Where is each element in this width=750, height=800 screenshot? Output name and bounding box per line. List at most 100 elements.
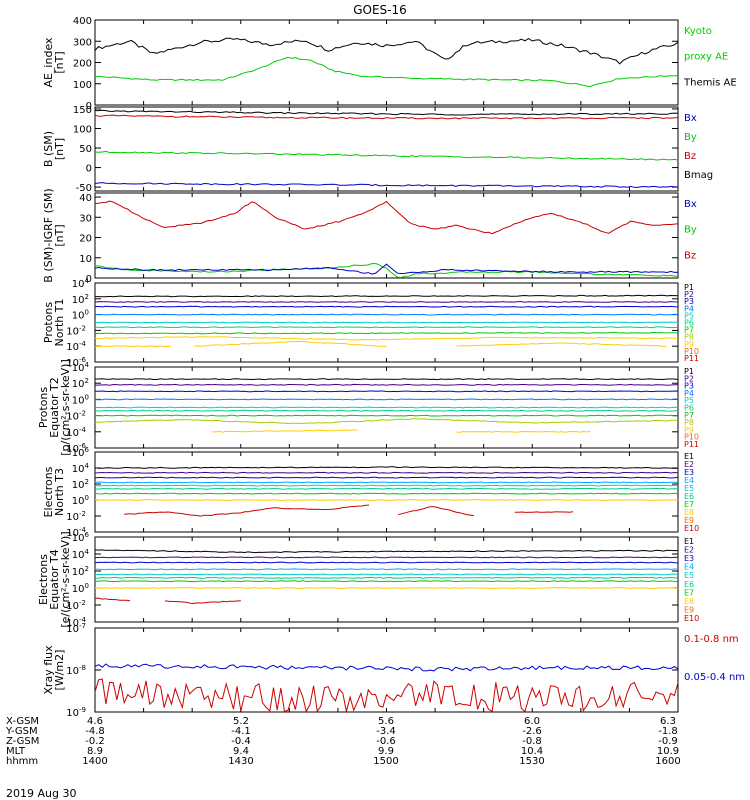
y-tick-label: 10-4 — [66, 340, 86, 353]
orbit-value: 5.2 — [233, 716, 249, 727]
orbit-row-label: Z-GSM — [6, 736, 39, 747]
series-line — [94, 576, 679, 579]
legend-entry: 0.1-0.8 nm — [684, 634, 739, 645]
orbit-value: -0.9 — [658, 736, 678, 747]
orbit-value: 10.4 — [521, 746, 543, 757]
y-tick-label: 106 — [72, 531, 90, 544]
y-tick-label: 10-7 — [66, 622, 86, 635]
series-line — [95, 481, 679, 484]
orbit-row-label: Y-GSM — [5, 726, 38, 737]
y-tick-label: 104 — [72, 277, 90, 290]
legend-entry: P7 — [684, 411, 694, 420]
y-tick-label: 0 — [86, 164, 92, 175]
series-line — [94, 200, 679, 235]
legend-entry: P10 — [684, 347, 699, 356]
legend-entry: P4 — [684, 304, 694, 313]
y-tick-label: 10-9 — [66, 706, 86, 719]
series-line — [95, 390, 679, 393]
y-tick-label: -50 — [76, 183, 92, 194]
series-line — [94, 301, 679, 303]
series-line — [95, 294, 679, 298]
orbit-value: 1430 — [228, 756, 253, 767]
orbit-value: 6.0 — [524, 716, 540, 727]
y-tick-label: 100 — [72, 494, 89, 507]
orbit-value: -0.4 — [231, 736, 251, 747]
y-tick-label: 300 — [73, 37, 92, 48]
series-line — [94, 182, 679, 188]
y-tick-label: 106 — [72, 446, 90, 459]
legend-entry: E1 — [684, 452, 694, 461]
panel-2: -50 0 50 100 150 B (SM)[nT] Bx By Bz Bmag — [42, 105, 713, 194]
legend-entry: E7 — [684, 588, 694, 597]
legend-entry: By — [684, 132, 697, 143]
series-line — [94, 573, 679, 576]
legend-entry: Bz — [684, 151, 696, 162]
series-line — [94, 409, 679, 412]
legend-entry: P5 — [684, 396, 694, 405]
y-tick-label: 104 — [72, 361, 90, 374]
legend-entry: E8 — [684, 508, 694, 517]
legend-entry: Bz — [684, 250, 696, 261]
legend-entry: Themis AE — [683, 77, 737, 88]
legend-entry: Bx — [684, 113, 697, 124]
legend-entry: E5 — [684, 571, 694, 580]
y-tick-label: 200 — [73, 59, 92, 70]
series-line — [514, 511, 574, 513]
y-tick-label: 0 — [86, 274, 92, 285]
series-line — [94, 326, 678, 329]
legend-entry: Kyoto — [684, 26, 712, 37]
legend-entry: E4 — [684, 563, 694, 572]
y-tick-label: 400 — [73, 16, 92, 27]
legend-entry: P2 — [684, 290, 694, 299]
legend-entry: P2 — [684, 374, 694, 383]
legend-entry: E8 — [684, 597, 694, 606]
y-tick-label: 10 — [79, 254, 92, 265]
panel-frame — [94, 106, 679, 192]
legend-entry: E9 — [684, 516, 694, 525]
orbit-row-label: hhmm — [6, 756, 38, 767]
legend-entry: P7 — [684, 326, 694, 335]
legend-entry: P4 — [684, 389, 694, 398]
orbit-table: X-GSM 4.6 5.2 5.6 6.0 6.3 Y-GSM -4.8 -4.1 -3.4 -2.… — [5, 716, 681, 767]
y-axis-label: [nT] — [53, 51, 66, 73]
legend-entry: E2 — [684, 546, 694, 555]
series-line — [94, 150, 679, 161]
legend-entry: P11 — [684, 354, 699, 363]
y-axis-label: [p/(cm²-s-sr-keV)] — [59, 359, 72, 456]
legend-entry: P1 — [684, 367, 694, 376]
y-tick-label: 10-8 — [66, 664, 86, 677]
legend-entry: E1 — [684, 537, 694, 546]
series-line — [95, 383, 679, 386]
series-line — [94, 331, 679, 335]
series-line — [94, 484, 679, 487]
orbit-value: 10.9 — [657, 746, 679, 757]
orbit-value: -4.1 — [231, 726, 251, 737]
y-axis-label: Equator T4 — [48, 549, 61, 609]
series-line — [94, 406, 679, 409]
legend-entry: P6 — [684, 319, 694, 328]
legend-entry: E10 — [684, 614, 699, 623]
orbit-value: 9.9 — [378, 746, 394, 757]
date-label: 2019 Aug 30 — [6, 787, 76, 800]
legend-entry: P5 — [684, 311, 694, 320]
legend-entry: P9 — [684, 425, 694, 434]
y-tick-label: 100 — [72, 309, 89, 322]
orbit-value: 8.9 — [87, 746, 103, 757]
series-line — [94, 336, 679, 341]
y-tick-label: 104 — [72, 462, 90, 475]
orbit-row-label: X-GSM — [6, 716, 39, 727]
series-line — [94, 492, 679, 495]
legend-entry: 0.05-0.4 nm — [684, 672, 745, 683]
y-axis-label: North T3 — [53, 468, 66, 516]
legend-entry: E3 — [684, 468, 694, 477]
series-line — [94, 466, 679, 469]
orbit-value: -0.8 — [522, 736, 542, 747]
panel-frame — [94, 451, 679, 533]
legend-entry: P10 — [684, 433, 699, 442]
orbit-value: 1400 — [82, 756, 107, 767]
y-axis-label: [nT] — [53, 138, 66, 160]
y-tick-label: 10-2 — [66, 324, 86, 337]
series-line — [94, 663, 679, 672]
